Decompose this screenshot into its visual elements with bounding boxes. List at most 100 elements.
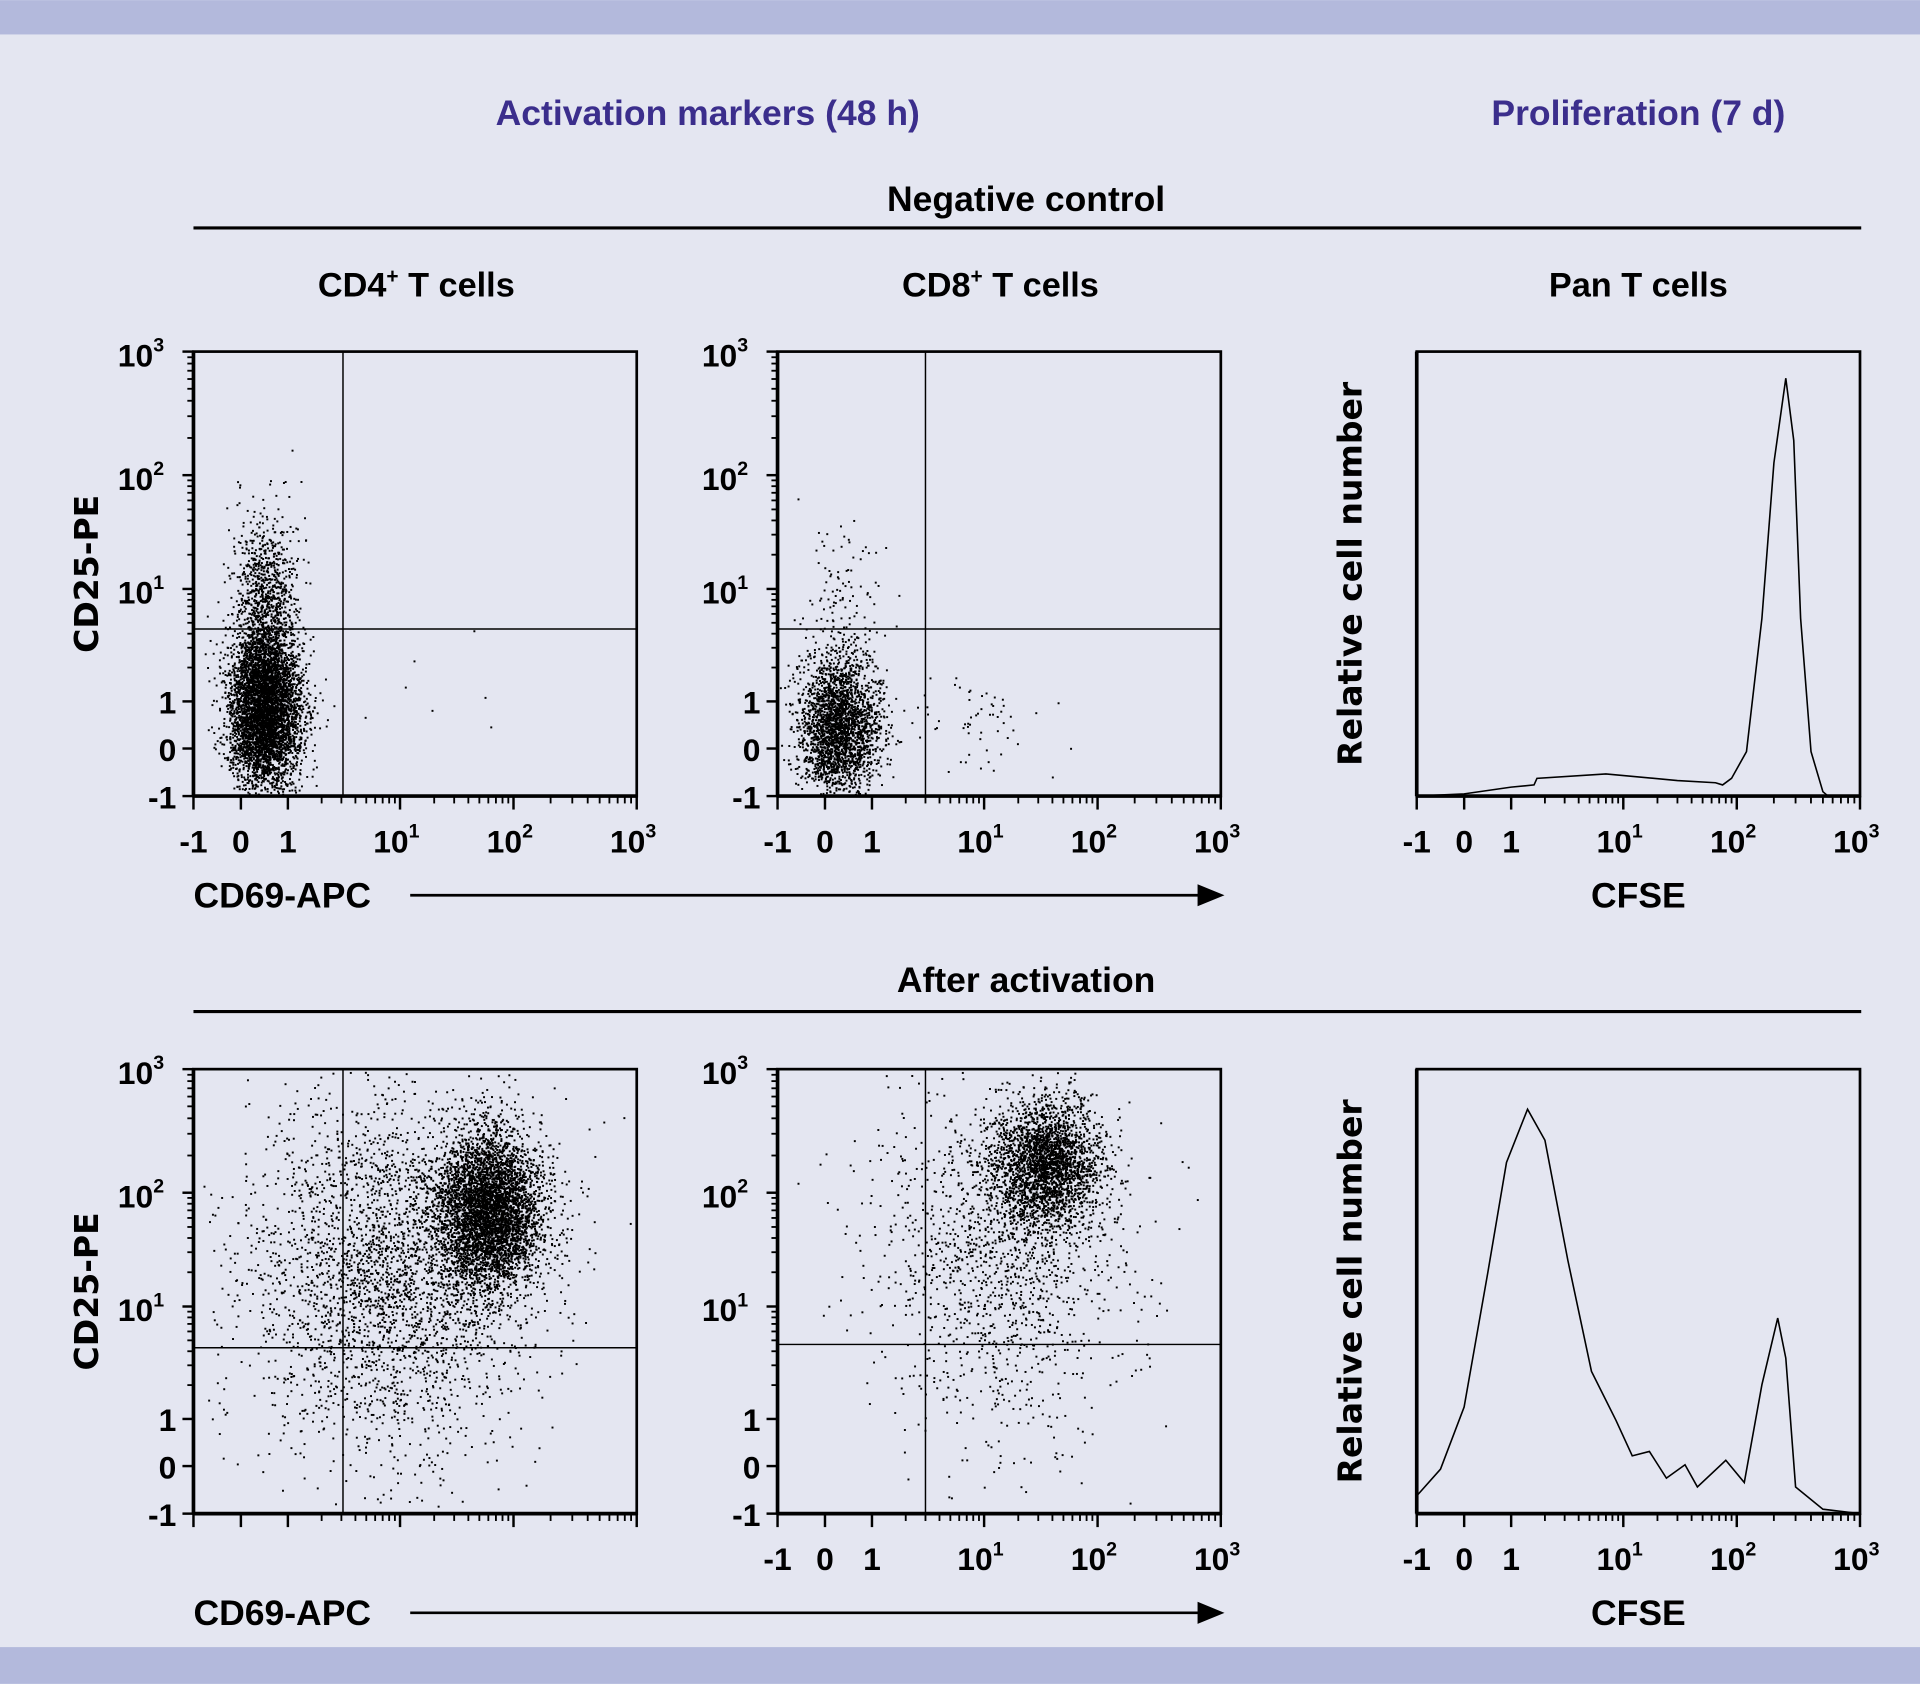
scatter-point bbox=[242, 684, 245, 687]
scatter-point bbox=[245, 787, 247, 790]
scatter-point bbox=[280, 735, 283, 738]
column-title-sup: + bbox=[386, 265, 398, 288]
scatter-point bbox=[260, 784, 263, 787]
scatter-point bbox=[227, 672, 230, 675]
scatter-point bbox=[267, 665, 270, 668]
scatter-point bbox=[232, 727, 235, 730]
scatter-point bbox=[232, 763, 235, 766]
scatter-point bbox=[240, 704, 243, 707]
scatter-point bbox=[241, 704, 244, 707]
scatter-point bbox=[283, 670, 286, 673]
scatter-point bbox=[253, 623, 256, 626]
scatter-point bbox=[253, 767, 256, 770]
scatter-point bbox=[232, 757, 235, 760]
scatter-point bbox=[257, 720, 260, 723]
scatter-point bbox=[222, 672, 225, 675]
scatter-point bbox=[218, 665, 221, 668]
scatter-point bbox=[285, 725, 288, 728]
scatter-point bbox=[282, 683, 285, 686]
scatter-point bbox=[248, 788, 251, 790]
scatter-point bbox=[292, 706, 295, 709]
scatter-point bbox=[292, 683, 295, 686]
scatter-point bbox=[260, 680, 263, 683]
scatter-point bbox=[270, 627, 273, 630]
scatter-point bbox=[260, 669, 263, 672]
scatter-point bbox=[225, 705, 228, 708]
scatter-point bbox=[250, 720, 253, 723]
scatter-point bbox=[263, 768, 266, 771]
scatter-point bbox=[231, 715, 234, 718]
scatter-point bbox=[265, 661, 268, 664]
scatter-point bbox=[206, 615, 209, 618]
scatter-point bbox=[227, 758, 230, 761]
scatter-point bbox=[219, 672, 222, 675]
scatter-point bbox=[294, 723, 297, 726]
scatter-point bbox=[240, 612, 243, 615]
scatter-point bbox=[267, 700, 270, 703]
scatter-point bbox=[287, 701, 290, 704]
scatter-point bbox=[226, 757, 229, 759]
scatter-point bbox=[252, 734, 255, 737]
scatter-point bbox=[298, 699, 301, 702]
scatter-point bbox=[259, 680, 262, 683]
scatter-point bbox=[231, 743, 234, 746]
scatter-point bbox=[299, 697, 302, 700]
scatter-point bbox=[275, 650, 278, 653]
scatter-point bbox=[288, 642, 291, 645]
scatter-point bbox=[272, 669, 275, 672]
scatter-point bbox=[264, 670, 267, 673]
scatter-point bbox=[284, 781, 287, 783]
scatter-point bbox=[294, 664, 297, 667]
scatter-point bbox=[263, 722, 266, 725]
scatter-point bbox=[227, 647, 230, 650]
scatter-point bbox=[287, 654, 290, 656]
scatter-point bbox=[235, 679, 238, 682]
scatter-point bbox=[257, 768, 259, 771]
scatter-point bbox=[300, 687, 303, 690]
scatter-point bbox=[273, 753, 276, 756]
scatter-point bbox=[236, 703, 239, 706]
scatter-point bbox=[302, 708, 305, 710]
scatter-point bbox=[259, 726, 262, 729]
scatter-point bbox=[284, 738, 287, 741]
scatter-point bbox=[227, 696, 230, 699]
scatter-point bbox=[244, 788, 247, 791]
scatter-point bbox=[281, 748, 284, 751]
scatter-point bbox=[229, 736, 232, 739]
scatter-point bbox=[282, 751, 285, 754]
scatter-point bbox=[225, 735, 228, 738]
scatter-point bbox=[277, 696, 280, 699]
scatter-point bbox=[250, 661, 253, 664]
scatter-point bbox=[281, 652, 284, 655]
scatter-point bbox=[244, 669, 247, 672]
scatter-point bbox=[298, 707, 300, 710]
scatter-point bbox=[306, 681, 308, 684]
scatter-point bbox=[252, 754, 255, 757]
scatter-point bbox=[267, 751, 270, 754]
scatter-point bbox=[274, 701, 277, 704]
scatter-point bbox=[226, 710, 229, 713]
scatter-point bbox=[267, 689, 270, 692]
scatter-point bbox=[288, 682, 290, 685]
scatter-point bbox=[276, 718, 279, 721]
scatter-point bbox=[267, 638, 270, 641]
scatter-point bbox=[241, 760, 244, 763]
scatter-point bbox=[278, 761, 281, 764]
scatter-point bbox=[241, 680, 244, 683]
scatter-point bbox=[282, 700, 285, 703]
scatter-point bbox=[283, 631, 286, 634]
scatter-point bbox=[266, 696, 269, 699]
scatter-point bbox=[279, 693, 282, 696]
scatter-point bbox=[237, 680, 240, 683]
scatter-point bbox=[290, 603, 293, 606]
scatter-point bbox=[269, 648, 272, 650]
scatter-point bbox=[287, 769, 289, 772]
scatter-point bbox=[265, 714, 268, 717]
scatter-point bbox=[251, 782, 254, 785]
scatter-point bbox=[292, 728, 294, 731]
scatter-point bbox=[278, 700, 281, 703]
scatter-point bbox=[269, 738, 272, 741]
scatter-point bbox=[277, 787, 280, 790]
scatter-point bbox=[252, 769, 255, 771]
scatter-point bbox=[254, 711, 257, 714]
